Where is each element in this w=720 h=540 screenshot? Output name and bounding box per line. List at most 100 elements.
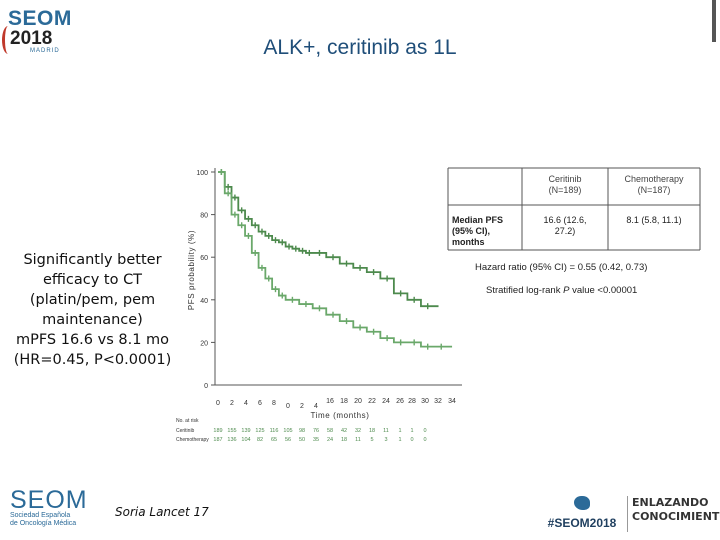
citation: Soria Lancet 17: [115, 505, 209, 519]
at-risk-value: 136: [227, 437, 236, 443]
y-tick-label: 0: [204, 383, 208, 390]
edge-marker: [712, 0, 716, 42]
x-tick-label: 32: [434, 398, 442, 405]
at-risk-value: 98: [299, 428, 305, 434]
efficacy-summary: Significantly better efficacy to CT (pla…: [10, 250, 175, 370]
at-risk-value: 139: [241, 428, 250, 434]
summary-line: (HR=0.45, P<0.0001): [13, 352, 172, 368]
at-risk-value: 116: [270, 428, 279, 434]
at-risk-value: 5: [370, 437, 373, 443]
at-risk-value: 155: [227, 428, 236, 434]
x-tick-label: 18: [340, 398, 348, 405]
at-risk-value: 125: [255, 428, 264, 434]
table-header-chemotherapy: Chemotherapy (N=187): [624, 174, 684, 195]
y-axis-label: PFS probability (%): [187, 230, 196, 310]
y-tick-label: 80: [200, 213, 208, 220]
at-risk-value: 11: [355, 437, 361, 443]
at-risk-value: 1: [410, 428, 413, 434]
km-curve-chemotherapy: [218, 171, 453, 348]
y-tick-label: 20: [200, 340, 208, 347]
twitter-bird-icon: [574, 496, 590, 510]
logo-swirl-icon: [2, 26, 14, 54]
x-tick-label: 26: [396, 398, 404, 405]
slogan: ENLAZANDO CONOCIMIENTO: [632, 496, 720, 524]
y-tick-label: 60: [200, 255, 208, 262]
at-risk-value: 18: [341, 437, 347, 443]
at-risk-value: 18: [369, 428, 375, 434]
x-tick-label: 22: [368, 398, 376, 405]
x-tick-label: 4: [314, 403, 318, 410]
seom-footer-logo: SEOM Sociedad Española de Oncología Médi…: [10, 488, 110, 528]
x-tick-label: 6: [258, 400, 262, 407]
summary-line: efficacy to CT: [42, 272, 143, 288]
at-risk-value: 56: [285, 437, 291, 443]
footer-brand: SEOM: [10, 486, 88, 514]
at-risk-value: 32: [355, 428, 361, 434]
logrank-prefix: Stratified log-rank: [486, 285, 563, 296]
x-tick-label: 24: [382, 398, 390, 405]
at-risk-value: 82: [257, 437, 263, 443]
slogan-line-1: ENLAZANDO: [632, 496, 709, 509]
at-risk-value: 50: [299, 437, 305, 443]
logrank-p: P: [563, 285, 570, 296]
slogan-line-2: CONOCIMIENTO: [632, 510, 720, 523]
series-layer: [218, 169, 453, 350]
at-risk-value: 104: [241, 437, 250, 443]
x-tick-label: 2: [300, 403, 304, 410]
summary-line: mPFS 16.6 vs 8.1 mo: [15, 332, 170, 348]
footer-sub-1: Sociedad Española: [10, 512, 71, 519]
slide-title: ALK+, ceritinib as 1L: [263, 36, 457, 59]
x-tick-label: 2: [230, 400, 234, 407]
x-tick-label: 0: [286, 403, 290, 410]
x-tick-label: 0: [216, 400, 220, 407]
at-risk-value: 189: [213, 428, 222, 434]
table-header-ceritinib: Ceritinib (N=189): [548, 174, 581, 195]
y-tick-label: 100: [196, 170, 208, 177]
logrank-suffix: value <0.00001: [569, 285, 637, 296]
footer-sub-2: de Oncología Médica: [10, 520, 77, 527]
at-risk-value: 0: [410, 437, 413, 443]
at-risk-value: 1: [398, 437, 401, 443]
seom-2018-logo: SEOM 2018 MADRID: [2, 7, 78, 70]
table-ceritinib-median: 16.6 (12.6, 27.2): [543, 215, 586, 236]
at-risk-value: 3: [384, 437, 387, 443]
x-tick-label: 4: [244, 400, 248, 407]
hazard-ratio: Hazard ratio (95% CI) = 0.55 (0.42, 0.73…: [475, 262, 647, 273]
at-risk-title: No. at risk: [176, 418, 199, 424]
footer-divider: [627, 496, 628, 532]
y-tick-label: 40: [200, 298, 208, 305]
x-tick-label: 20: [354, 398, 362, 405]
at-risk-row-label: Chemotherapy: [176, 437, 209, 443]
summary-line: maintenance): [42, 312, 143, 328]
at-risk-row-label: Ceritinib: [176, 428, 195, 434]
at-risk-value: 24: [327, 437, 333, 443]
logo-brand: SEOM: [8, 7, 72, 30]
hashtag: #SEOM2018: [547, 516, 617, 530]
at-risk-value: 58: [327, 428, 333, 434]
table-chemo-median: 8.1 (5.8, 11.1): [626, 215, 681, 225]
x-tick-label: 8: [272, 400, 276, 407]
summary-line: (platin/pem, pem: [29, 292, 156, 308]
x-tick-label: 30: [421, 398, 429, 405]
at-risk-value: 0: [423, 437, 426, 443]
twitter-block: #SEOM2018: [540, 496, 624, 530]
x-ticks: 0 2 4 6 8 0 2 416 18 20 22 24 26 28 30 32 34: [216, 398, 456, 410]
at-risk-value: 0: [423, 428, 426, 434]
at-risk-value: 187: [213, 437, 222, 443]
x-axis-label: Time (months): [310, 411, 369, 420]
at-risk-value: 105: [283, 428, 292, 434]
at-risk-value: 65: [271, 437, 277, 443]
y-ticks: 0 20 40 60 80 100: [196, 170, 215, 390]
table-row-label: Median PFS (95% CI), months: [452, 215, 503, 247]
at-risk-value: 1: [398, 428, 401, 434]
at-risk-value: 76: [313, 428, 319, 434]
logo-year: 2018: [10, 28, 53, 49]
logrank-pvalue: Stratified log-rank P value <0.00001: [486, 285, 637, 296]
x-tick-label: 34: [448, 398, 456, 405]
logo-city: MADRID: [30, 48, 60, 54]
at-risk-value: 35: [313, 437, 319, 443]
at-risk-value: 42: [341, 428, 347, 434]
summary-line: Significantly better: [23, 252, 162, 268]
